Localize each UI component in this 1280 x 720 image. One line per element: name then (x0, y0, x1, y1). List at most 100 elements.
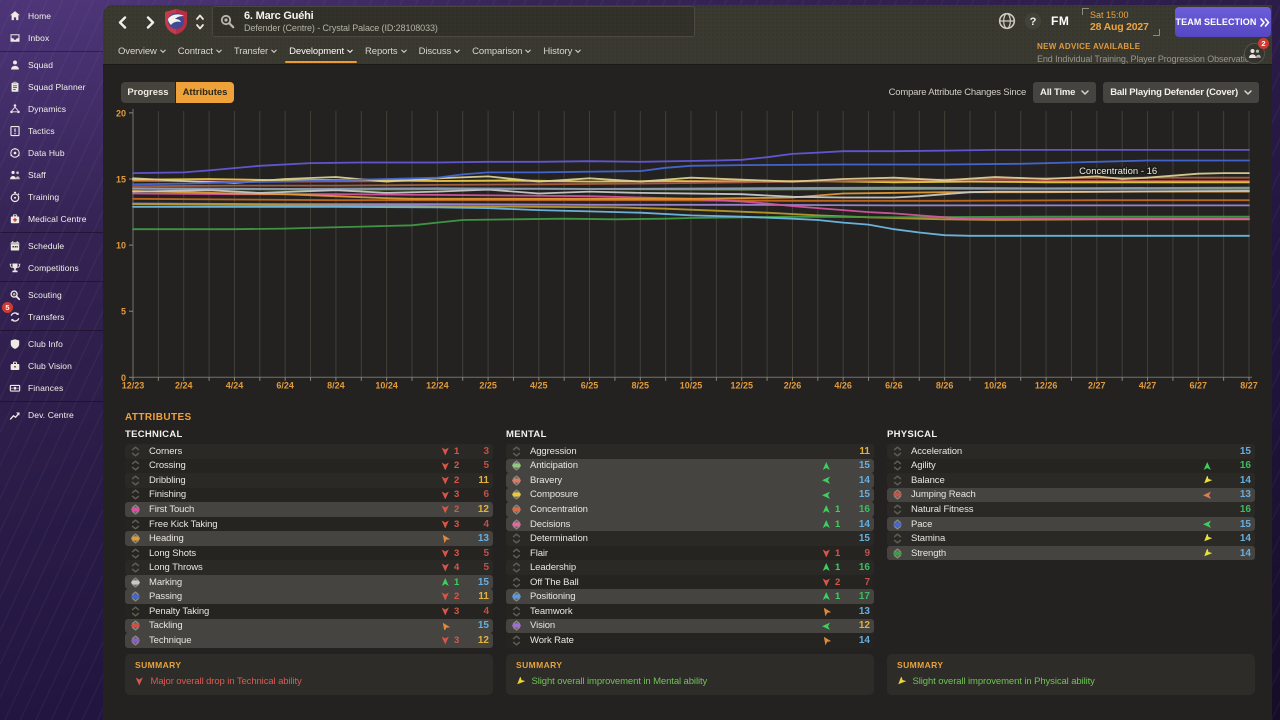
sidebar-item-tactics[interactable]: Tactics (0, 120, 103, 142)
attribute-row-jumping-reach[interactable]: Jumping Reach 13 (887, 487, 1255, 503)
back-button[interactable] (113, 13, 131, 31)
attribute-row-vision[interactable]: Vision 12 (506, 618, 874, 634)
attribute-row-off-the-ball[interactable]: Off The Ball 2 7 (506, 574, 874, 590)
attribute-row-passing[interactable]: Passing 2 11 (125, 589, 493, 605)
attribute-row-marking[interactable]: Marking 1 15 (125, 574, 493, 590)
attribute-row-first-touch[interactable]: First Touch 2 12 (125, 502, 493, 517)
world-icon[interactable] (997, 11, 1017, 31)
role-dropdown[interactable]: Ball Playing Defender (Cover) (1103, 82, 1259, 103)
attribute-row-concentration[interactable]: Concentration 1 16 (506, 502, 874, 517)
sidebar-item-inbox[interactable]: Inbox (0, 27, 103, 49)
attribute-row-long-throws[interactable]: Long Throws 4 5 (125, 560, 493, 575)
attribute-row-acceleration[interactable]: Acceleration 15 (887, 444, 1255, 459)
attribute-row-determination[interactable]: Determination 15 (506, 531, 874, 546)
attribute-line-icon (131, 620, 140, 631)
tab-reports[interactable]: Reports (364, 38, 408, 64)
staff-icon (8, 169, 21, 182)
date-day: 28 Aug 2027 (1090, 21, 1149, 33)
attributes-button[interactable]: Attributes (176, 82, 234, 103)
sidebar-item-dynamics[interactable]: Dynamics (0, 98, 103, 120)
tab-transfer[interactable]: Transfer (233, 38, 278, 64)
attribute-row-balance[interactable]: Balance 14 (887, 473, 1255, 488)
attribute-row-penalty-taking[interactable]: Penalty Taking 3 4 (125, 604, 493, 619)
attribute-row-strength[interactable]: Strength 14 (887, 545, 1255, 561)
attribute-row-leadership[interactable]: Leadership 1 16 (506, 560, 874, 575)
attribute-row-anticipation[interactable]: Anticipation 15 (506, 458, 874, 474)
sidebar-item-transfers[interactable]: Transfers 5 (0, 302, 103, 328)
attribute-row-technique[interactable]: Technique 3 12 (125, 633, 493, 648)
tab-overview[interactable]: Overview (117, 38, 167, 64)
progress-button[interactable]: Progress (121, 82, 175, 103)
period-dropdown[interactable]: All Time (1033, 82, 1097, 103)
sidebar-item-squad-planner[interactable]: Squad Planner (0, 76, 103, 98)
date-corner-tl (1082, 8, 1089, 15)
sidebar-item-finances[interactable]: Finances (0, 377, 103, 399)
sidebar-item-dev-centre[interactable]: Dev. Centre (0, 404, 103, 426)
attribute-row-composure[interactable]: Composure 15 (506, 487, 874, 503)
transfers-icon (8, 311, 21, 324)
attribute-name: Off The Ball (530, 576, 579, 588)
sidebar-item-club-vision[interactable]: Club Vision (0, 355, 103, 377)
attribute-row-tackling[interactable]: Tackling 15 (125, 618, 493, 634)
attribute-row-pace[interactable]: Pace 15 (887, 516, 1255, 532)
attribute-row-finishing[interactable]: Finishing 3 6 (125, 487, 493, 503)
sidebar-item-scouting[interactable]: Scouting (0, 284, 103, 306)
attribute-change: 1 (835, 562, 841, 574)
attribute-line-icon (131, 548, 140, 559)
attribute-row-positioning[interactable]: Positioning 1 17 (506, 589, 874, 605)
attribute-row-long-shots[interactable]: Long Shots 3 5 (125, 545, 493, 561)
attribute-row-corners[interactable]: Corners 1 3 (125, 444, 493, 459)
tab-label: Comparison (472, 45, 523, 57)
attribute-row-aggression[interactable]: Aggression 11 (506, 444, 874, 459)
attribute-row-heading[interactable]: Heading 13 (125, 531, 493, 546)
attribute-row-dribbling[interactable]: Dribbling 2 11 (125, 473, 493, 488)
summary-box-technical: SUMMARY Major overall drop in Technical a… (125, 654, 493, 695)
attribute-row-decisions[interactable]: Decisions 1 14 (506, 516, 874, 532)
change-arrow-icon (441, 577, 449, 586)
advice-panel[interactable]: NEW ADVICE AVAILABLE End Individual Trai… (1037, 42, 1259, 64)
fm-logo[interactable]: FM (1051, 14, 1070, 28)
finances-icon (8, 382, 21, 395)
attribute-row-crossing[interactable]: Crossing 2 5 (125, 458, 493, 474)
sidebar-item-schedule[interactable]: Schedule (0, 235, 103, 257)
sidebar-item-squad[interactable]: Squad (0, 54, 103, 76)
attribute-value: 5 (483, 547, 489, 559)
sidebar-item-label: Dev. Centre (28, 410, 74, 420)
sidebar-item-training[interactable]: Training (0, 186, 103, 208)
change-arrow-icon (823, 607, 831, 616)
attribute-row-work-rate[interactable]: Work Rate 14 (506, 633, 874, 648)
attribute-row-flair[interactable]: Flair 1 9 (506, 545, 874, 561)
attribute-change: 1 (454, 445, 460, 457)
change-arrow-icon (441, 607, 449, 616)
tab-comparison[interactable]: Comparison (471, 38, 532, 64)
attribute-row-natural-fitness[interactable]: Natural Fitness 16 (887, 502, 1255, 517)
attribute-row-bravery[interactable]: Bravery 14 (506, 473, 874, 488)
attribute-row-free-kick-taking[interactable]: Free Kick Taking 3 4 (125, 516, 493, 532)
attribute-history-chart[interactable]: 0 5 10 15 20 12/23 2/24 4/24 6/24 8/24 10/24 12/24 2… (103, 65, 1272, 410)
tab-development[interactable]: Development (285, 38, 357, 64)
club-crest-icon[interactable] (163, 8, 189, 35)
attribute-row-teamwork[interactable]: Teamwork 13 (506, 604, 874, 619)
app-window: 6. Marc Guéhi Defender (Centre) - Crysta… (103, 5, 1272, 720)
change-arrow-icon (822, 563, 830, 572)
sidebar-item-competitions[interactable]: Competitions (0, 257, 103, 279)
attribute-row-stamina[interactable]: Stamina 14 (887, 531, 1255, 546)
sidebar-item-club-info[interactable]: Club Info (0, 333, 103, 355)
tab-discuss[interactable]: Discuss (418, 38, 462, 64)
tab-contract[interactable]: Contract (177, 38, 223, 64)
forward-button[interactable] (141, 13, 159, 31)
attribute-name: Penalty Taking (149, 605, 210, 617)
help-icon[interactable]: ? (1023, 11, 1043, 31)
sidebar-item-medical-centre[interactable]: Medical Centre (0, 208, 103, 230)
sidebar-item-data-hub[interactable]: Data Hub (0, 142, 103, 164)
sidebar-item-label: Schedule (28, 241, 65, 251)
club-cycle-control[interactable] (195, 12, 205, 32)
tab-history[interactable]: History (542, 38, 582, 64)
sidebar-item-home[interactable]: Home (0, 5, 103, 27)
sidebar-item-staff[interactable]: Staff (0, 164, 103, 186)
player-search-header[interactable]: 6. Marc Guéhi Defender (Centre) - Crysta… (212, 6, 695, 37)
team-selection-button[interactable]: TEAM SELECTION (1175, 7, 1271, 37)
attribute-row-agility[interactable]: Agility 16 (887, 458, 1255, 474)
game-date[interactable]: Sat 15:00 28 Aug 2027 (1082, 8, 1160, 36)
change-arrow-icon (442, 535, 450, 543)
